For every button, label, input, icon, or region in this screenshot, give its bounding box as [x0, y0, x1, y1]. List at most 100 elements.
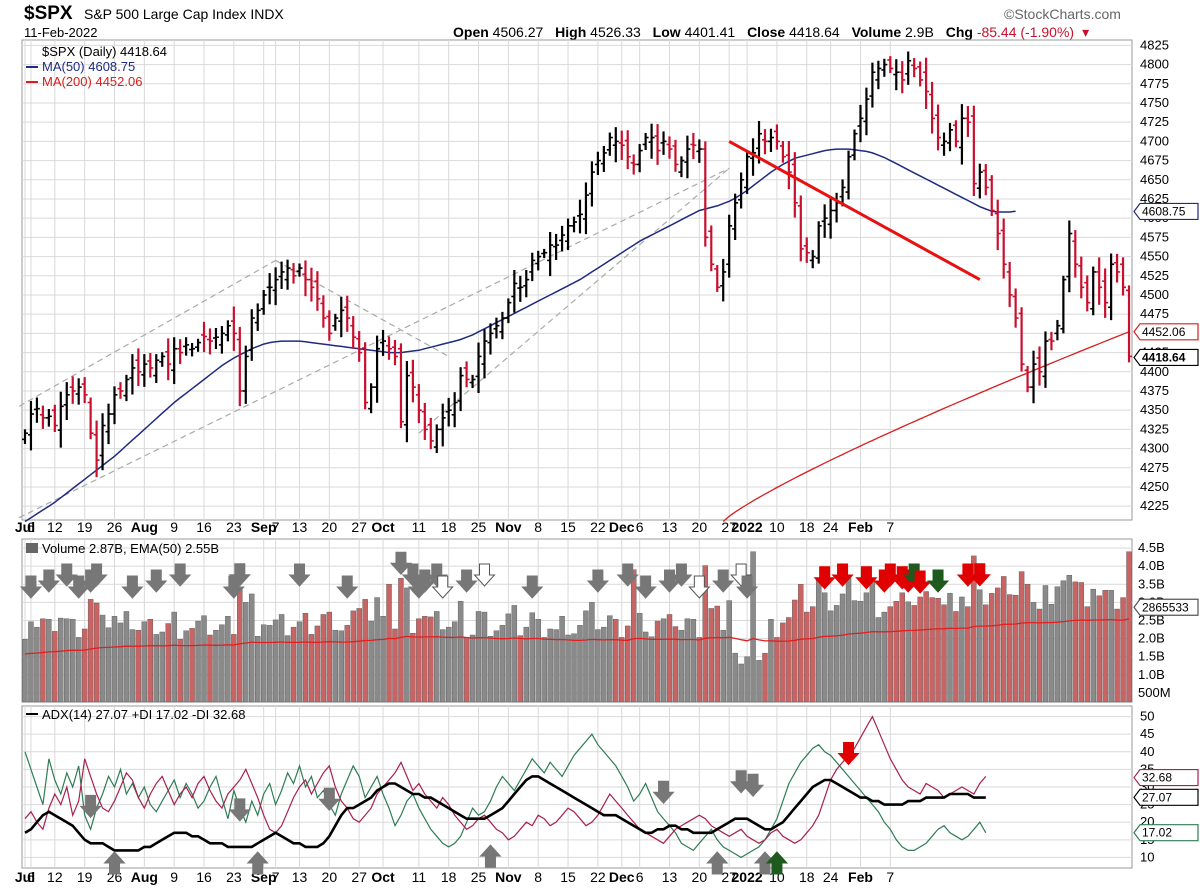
volume-bar — [308, 634, 315, 703]
volume-bar — [52, 631, 58, 703]
price-bar — [845, 150, 852, 200]
volume-bar — [613, 619, 619, 703]
volume-bar — [1018, 571, 1025, 703]
volume-bar — [541, 637, 547, 703]
price-bar — [445, 397, 452, 427]
adx-signal-gray-arrow-icon — [753, 851, 777, 875]
price-bar — [744, 151, 751, 194]
adx-signal-gray-arrow-icon — [479, 844, 502, 868]
volume-bar — [571, 633, 577, 703]
volume-bar — [1030, 602, 1037, 703]
price-bar — [457, 367, 464, 412]
volume-bar — [165, 623, 171, 703]
price-bar — [350, 316, 357, 349]
price-bar — [141, 354, 148, 387]
adx-signal-gray-arrow-icon — [246, 851, 269, 875]
volume-bar — [1114, 608, 1120, 703]
volume-bar — [344, 625, 350, 703]
volume-bar — [290, 626, 297, 703]
price-y-tick: 4625 — [1140, 191, 1169, 206]
volume-bar — [768, 619, 774, 703]
volume-bar — [887, 606, 894, 703]
price-bar — [899, 61, 906, 94]
volume-bar — [851, 600, 858, 703]
volume-bar — [141, 621, 148, 703]
x-tick-label: Oct — [371, 869, 395, 885]
volume-bar — [804, 611, 810, 703]
volume-signal-red-arrow-icon — [968, 563, 991, 587]
price-bar — [189, 342, 196, 357]
adx-y-tick: 50 — [1140, 709, 1154, 724]
x-tick-label: 18 — [441, 869, 457, 885]
volume-bar — [863, 592, 870, 703]
volume-bar — [183, 630, 189, 703]
x-tick-label: 11 — [412, 869, 427, 885]
volume-bar — [469, 634, 476, 703]
high-value: 4526.33 — [590, 24, 641, 40]
price-bar — [362, 342, 369, 410]
x-tick-label: 19 — [77, 519, 93, 535]
price-bar — [1078, 256, 1085, 299]
ma50-value-tag: 4608.75 — [1142, 204, 1186, 218]
x-tick-label: 25 — [471, 519, 487, 535]
price-bar — [821, 204, 828, 238]
price-bar — [535, 250, 542, 271]
volume-bar — [720, 629, 726, 703]
volume-signal-gray-arrow-icon — [67, 575, 90, 599]
volume-bar — [1096, 595, 1102, 703]
volume-bar — [260, 624, 267, 703]
price-bar — [123, 374, 130, 402]
volume-bar — [708, 608, 714, 703]
price-bar — [964, 106, 971, 137]
volume-bar — [195, 620, 201, 703]
price-bar — [905, 51, 912, 85]
volume-bar — [499, 625, 506, 703]
x-tick-label: 18 — [441, 519, 457, 535]
price-bar — [738, 172, 745, 209]
volume-signal-gray-arrow-icon — [616, 563, 639, 587]
volume-bar — [762, 652, 768, 703]
index-name: S&P 500 Large Cap Index INDX — [84, 6, 284, 22]
volume-bar — [135, 629, 142, 703]
x-tick-label: Aug — [131, 869, 158, 885]
low-value: 4401.41 — [684, 24, 736, 40]
volume-signal-gray-arrow-icon — [121, 575, 144, 599]
volume-bar — [505, 613, 512, 703]
x-tick-label: 13 — [662, 869, 678, 885]
volume-bar — [792, 599, 798, 703]
volume-bar — [989, 593, 995, 703]
volume-bar — [1000, 576, 1007, 703]
volume-bar — [302, 613, 309, 703]
volume-bar — [99, 614, 106, 703]
volume-bar — [821, 592, 828, 703]
chg-value: -85.44 (-1.90%) — [976, 24, 1075, 40]
x-tick-label: 2022 — [732, 869, 763, 885]
volume-y-tick: 1.0B — [1138, 667, 1165, 682]
volume-bar — [959, 596, 965, 703]
x-tick-label: 19 — [77, 869, 93, 885]
price-bar — [576, 199, 583, 234]
price-bar — [624, 130, 631, 170]
x-tick-label: 16 — [196, 869, 212, 885]
price-bar — [302, 260, 309, 297]
price-bar — [785, 140, 792, 190]
x-tick-label: 7 — [272, 869, 280, 885]
price-bar — [946, 122, 953, 152]
volume-bar — [368, 620, 374, 703]
volume-label: Volume — [851, 24, 902, 40]
volume-bar — [356, 608, 362, 703]
volume-bar — [983, 604, 989, 703]
price-bar — [260, 289, 267, 315]
volume-bar — [1006, 594, 1013, 703]
watermark[interactable]: ©StockCharts.com — [1004, 6, 1121, 22]
price-bar — [111, 386, 118, 425]
price-bar — [923, 57, 930, 109]
volume-bar — [517, 635, 524, 703]
volume-bar — [893, 600, 899, 703]
volume-bar — [1078, 582, 1084, 703]
volume-bar — [153, 634, 159, 703]
volume-y-tick: 3.5B — [1138, 576, 1165, 591]
x-tick-label: Jul — [15, 519, 35, 535]
adx-signal-red-arrow-icon — [837, 742, 860, 766]
volume-signal-red-arrow-icon — [956, 563, 980, 587]
